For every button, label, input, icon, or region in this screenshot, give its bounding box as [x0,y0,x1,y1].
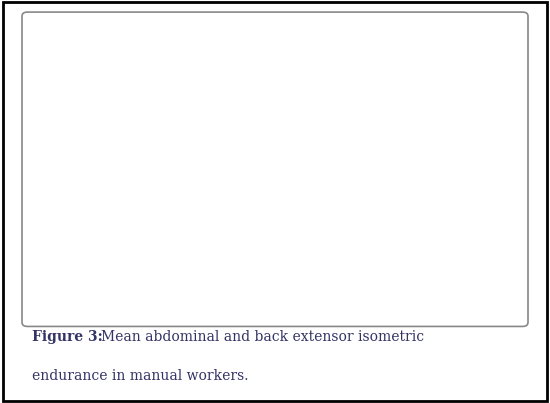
Bar [96,160,218,274]
Text: Mean abdominal and back extensor isometric: Mean abdominal and back extensor isometr… [101,330,424,344]
Y-axis label: Seconds: Seconds [24,131,38,196]
Title: Mean abdominal and back extensor isometric
endurance in manual workers: Mean abdominal and back extensor isometr… [113,14,470,44]
Bar [365,95,487,274]
Text: endurance in manual workers.: endurance in manual workers. [32,368,249,382]
Text: Figure 3:: Figure 3: [32,330,103,344]
X-axis label: Muscles: Muscles [260,297,323,312]
